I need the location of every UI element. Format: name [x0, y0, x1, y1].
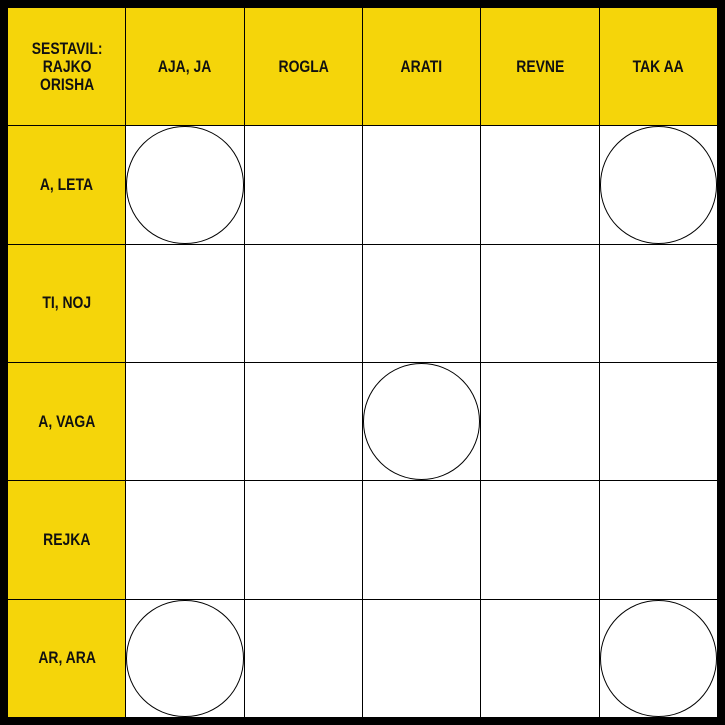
circle-marker [126, 599, 244, 717]
answer-cell[interactable] [599, 599, 717, 717]
answer-cell[interactable] [126, 244, 244, 362]
answer-cell[interactable] [599, 481, 717, 599]
answer-cell[interactable] [126, 126, 244, 244]
answer-cell[interactable] [244, 126, 362, 244]
row-clue-cell: A, VAGA [8, 363, 126, 481]
answer-cell[interactable] [126, 599, 244, 717]
clue-text: TAK AA [632, 56, 684, 76]
answer-cell[interactable] [244, 244, 362, 362]
clue-text: REJKA [43, 529, 91, 549]
answer-cell[interactable] [363, 126, 481, 244]
clue-text: A, VAGA [38, 411, 96, 431]
circle-marker [363, 363, 481, 481]
author-clue-cell: SESTAVIL: RAJKO ORISHA [8, 8, 126, 126]
answer-cell[interactable] [363, 363, 481, 481]
circle-marker [599, 599, 717, 717]
clue-text: ARATI [400, 56, 443, 76]
circle-marker [599, 126, 717, 244]
column-clue-cell: AJA, JA [126, 8, 244, 126]
answer-cell[interactable] [126, 363, 244, 481]
answer-cell[interactable] [244, 599, 362, 717]
answer-cell[interactable] [599, 126, 717, 244]
answer-cell[interactable] [126, 481, 244, 599]
row-clue-cell: TI, NOJ [8, 244, 126, 362]
answer-cell[interactable] [244, 481, 362, 599]
answer-cell[interactable] [599, 363, 717, 481]
answer-cell[interactable] [481, 599, 599, 717]
clue-text: TI, NOJ [42, 293, 92, 313]
column-clue-cell: ARATI [363, 8, 481, 126]
answer-cell[interactable] [244, 363, 362, 481]
column-clue-cell: REVNE [481, 8, 599, 126]
answer-cell[interactable] [481, 481, 599, 599]
answer-cell[interactable] [481, 126, 599, 244]
row-clue-cell: AR, ARA [8, 599, 126, 717]
row-clue-cell: A, LETA [8, 126, 126, 244]
circle-marker [126, 126, 244, 244]
row-clue-cell: REJKA [8, 481, 126, 599]
answer-cell[interactable] [363, 481, 481, 599]
answer-cell[interactable] [363, 244, 481, 362]
clue-text: AJA, JA [158, 56, 212, 76]
clue-text: SESTAVIL: RAJKO ORISHA [31, 38, 103, 94]
crossword-grid: SESTAVIL: RAJKO ORISHA AJA, JA ROGLA ARATI R… [8, 8, 717, 717]
answer-cell[interactable] [599, 244, 717, 362]
clue-text: A, LETA [40, 174, 94, 194]
answer-cell[interactable] [481, 363, 599, 481]
column-clue-cell: TAK AA [599, 8, 717, 126]
clue-text: REVNE [515, 56, 565, 76]
answer-cell[interactable] [363, 599, 481, 717]
clue-text: AR, ARA [37, 648, 96, 668]
answer-cell[interactable] [481, 244, 599, 362]
clue-text: ROGLA [278, 56, 329, 76]
column-clue-cell: ROGLA [244, 8, 362, 126]
